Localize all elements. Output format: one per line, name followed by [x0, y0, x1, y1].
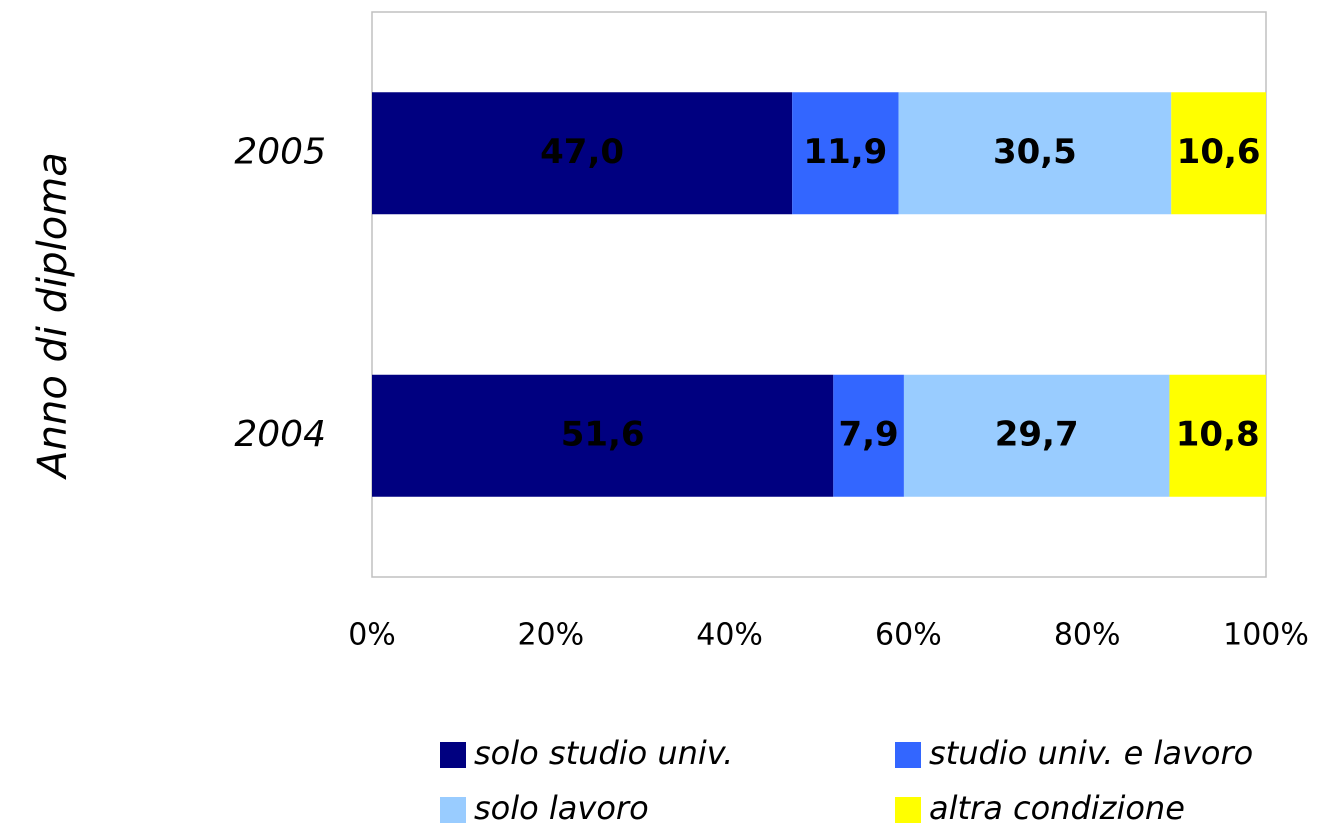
legend-label: altra condizione: [929, 789, 1185, 826]
data-label: 29,7: [995, 414, 1079, 454]
data-label: 30,5: [993, 132, 1077, 172]
bar-segment: [833, 374, 904, 497]
legend-swatch: [895, 742, 921, 768]
legend-label: solo studio univ.: [474, 734, 733, 772]
data-label: 10,6: [1177, 132, 1261, 172]
legend-swatch: [440, 742, 466, 768]
bar-segment: [372, 92, 793, 215]
data-label: 11,9: [803, 132, 887, 172]
legend-swatch: [440, 797, 466, 823]
x-tick-label: 80%: [1054, 618, 1121, 653]
legend-label: studio univ. e lavoro: [929, 734, 1253, 772]
y-tick-label: 2005: [234, 131, 326, 172]
bar-segment: [792, 92, 899, 215]
data-label: 51,6: [561, 414, 645, 454]
x-tick-label: 20%: [517, 618, 584, 653]
x-tick-label: 40%: [696, 618, 763, 653]
bar-segment: [903, 374, 1170, 497]
y-tick-label: 2004: [234, 414, 326, 455]
bar-segment: [1171, 92, 1266, 215]
x-tick-label: 60%: [875, 618, 942, 653]
y-axis-label: Anno di diploma: [30, 152, 76, 480]
legend-label: solo lavoro: [474, 789, 649, 826]
bar-segment: [372, 374, 834, 497]
data-label: 7,9: [838, 414, 898, 454]
data-label: 10,8: [1176, 414, 1260, 454]
x-tick-label: 0%: [348, 618, 396, 653]
legend-swatch: [895, 797, 921, 823]
x-tick-label: 100%: [1223, 618, 1309, 653]
bar-segment: [898, 92, 1172, 215]
data-label: 47,0: [540, 132, 624, 172]
bar-segment: [1169, 374, 1266, 497]
